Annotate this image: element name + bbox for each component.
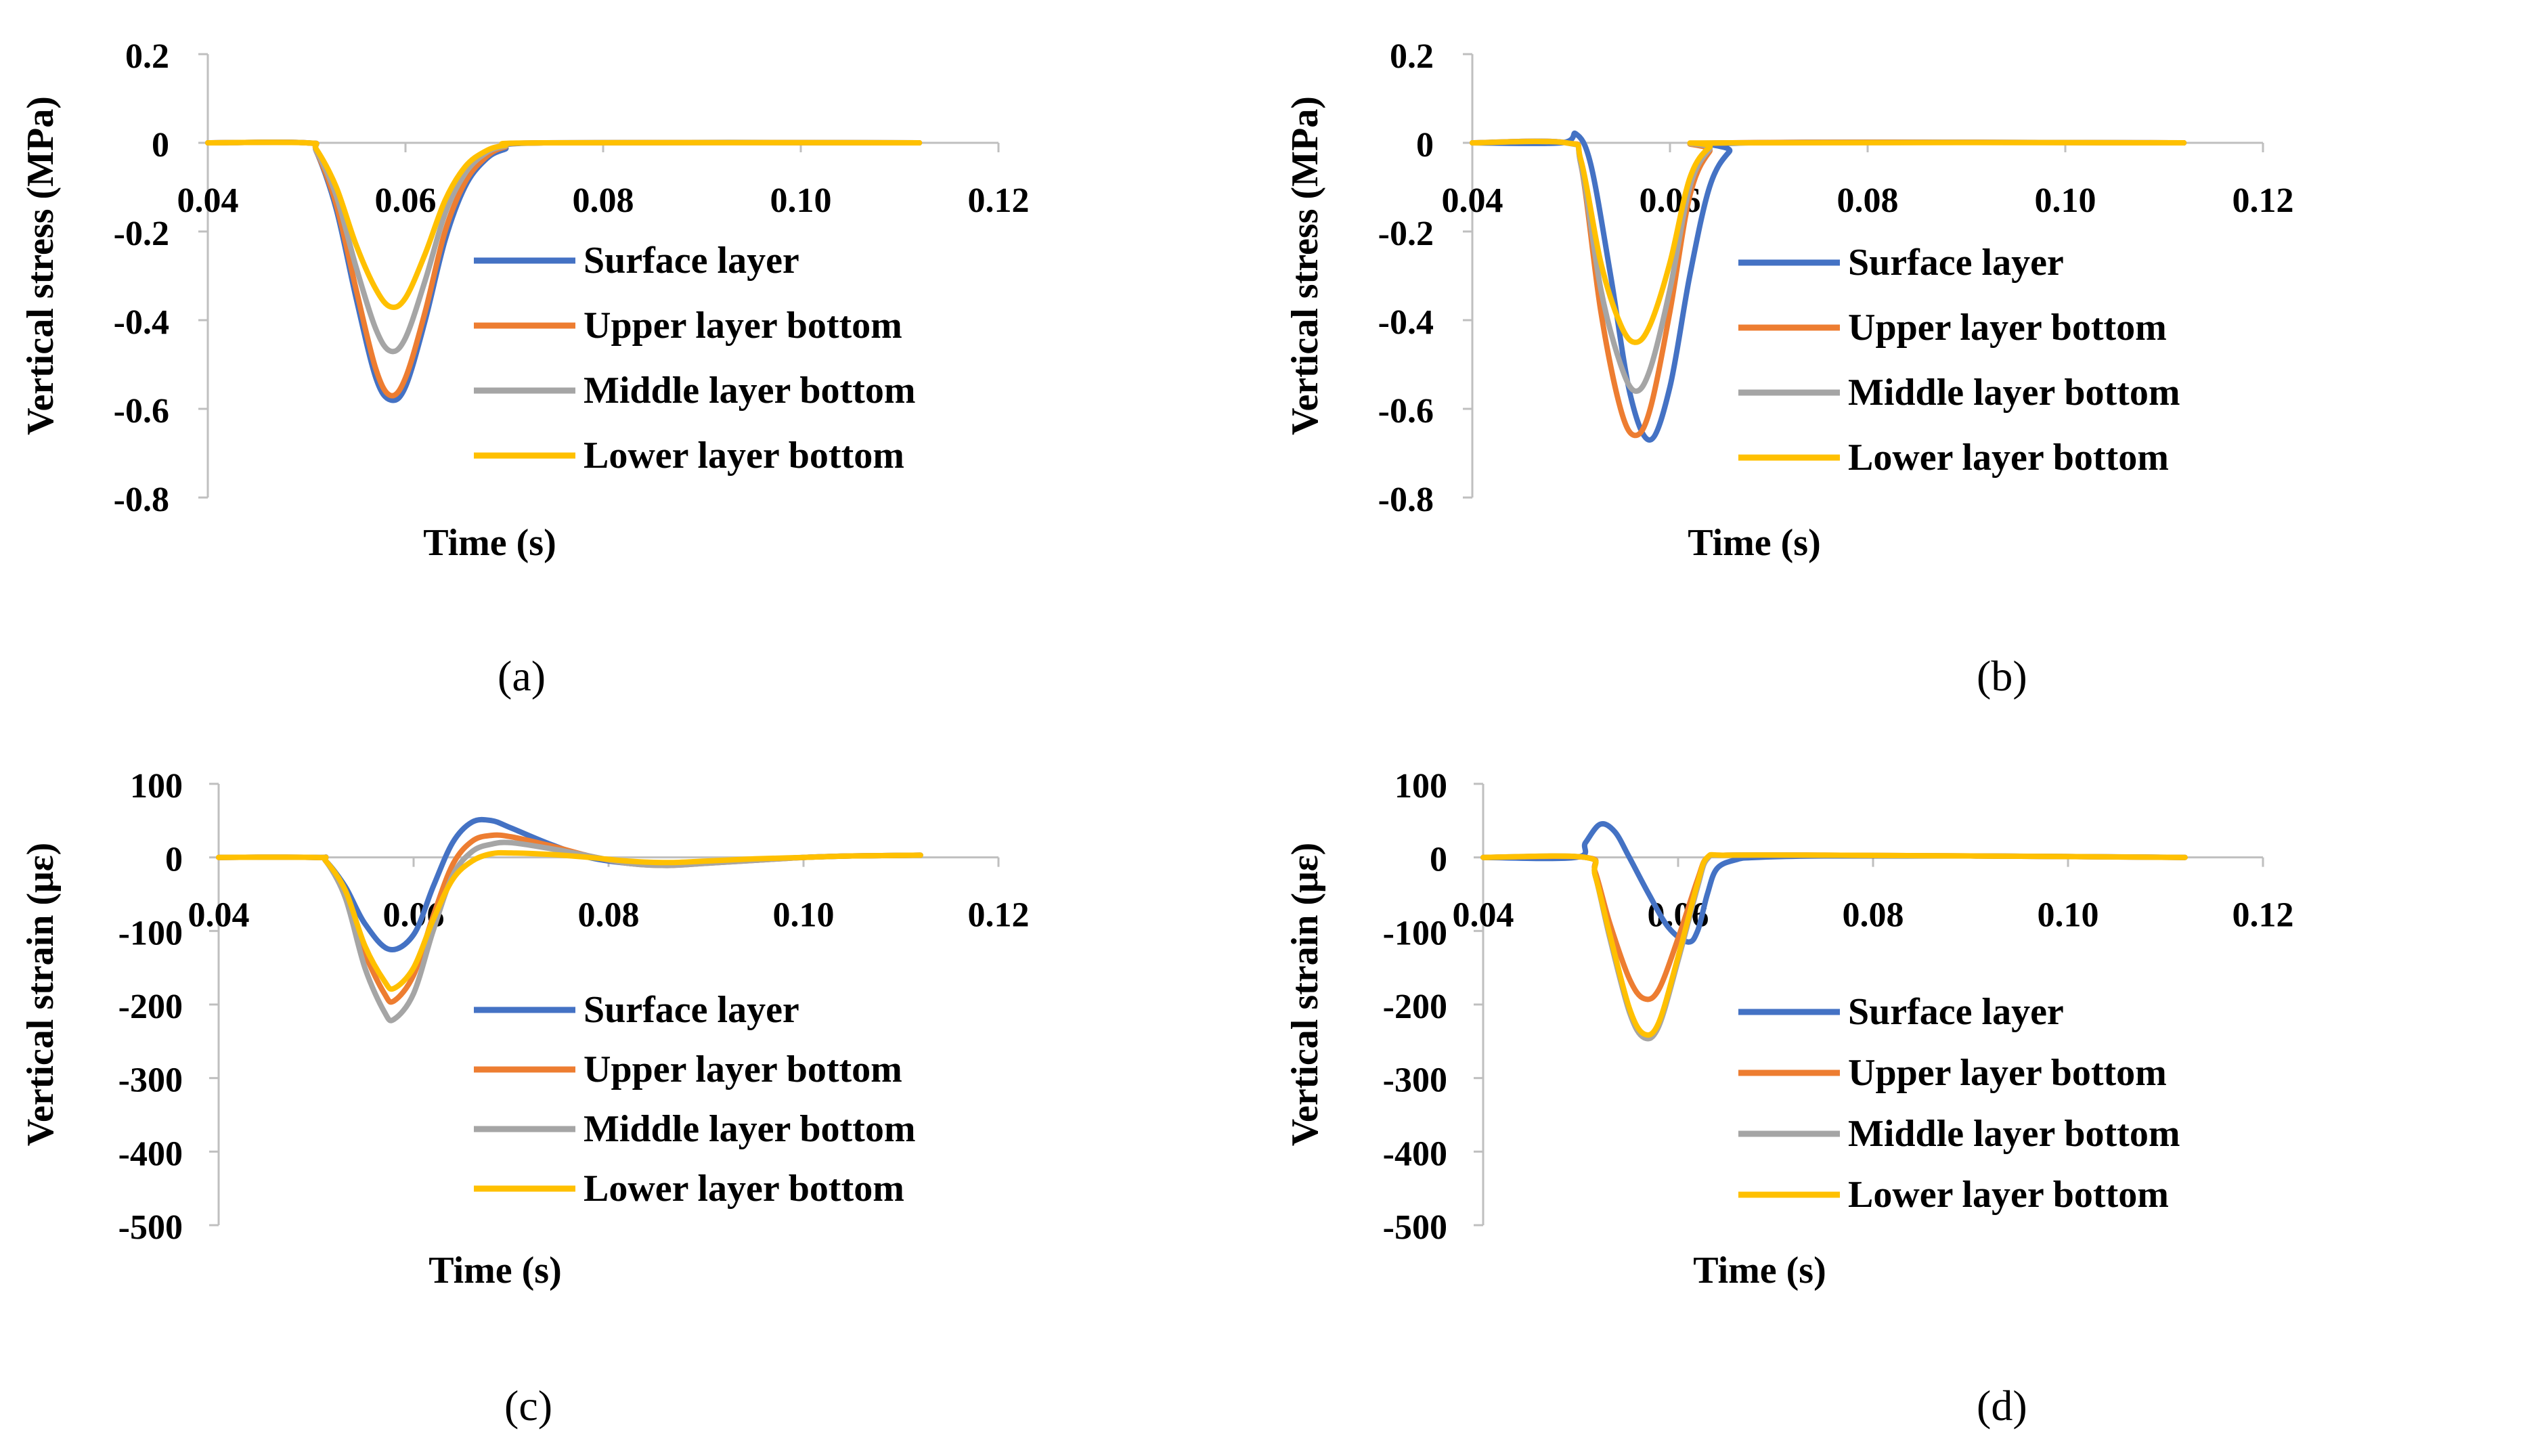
x-tick-label: 0.04 (188, 896, 250, 935)
x-tick-label: 0.04 (1453, 896, 1514, 935)
x-axis-title: Time (s) (428, 1250, 562, 1292)
x-tick-label: 0.10 (773, 896, 835, 935)
y-tick-label: -0.6 (1378, 392, 1434, 431)
legend-label: Lower layer bottom (584, 435, 904, 477)
x-axis-title: Time (s) (1693, 1250, 1826, 1292)
y-tick-label: -400 (1383, 1134, 1447, 1173)
y-tick-label: -100 (118, 914, 183, 952)
panel-label-a: (a) (498, 652, 546, 700)
y-axis-title: Vertical strain (με) (1284, 843, 1326, 1147)
y-tick-label: -0.8 (1378, 481, 1434, 519)
y-tick-label: 0 (1430, 841, 1447, 879)
y-tick-label: -100 (1383, 914, 1447, 952)
series-line-4 (1480, 852, 2188, 1038)
y-tick-label: -300 (1383, 1061, 1447, 1100)
panel-label-c: (c) (504, 1382, 553, 1430)
y-tick-label: -0.4 (114, 303, 169, 342)
x-tick-label: 0.12 (2233, 896, 2294, 935)
series-line-4 (205, 139, 923, 311)
legend-label: Upper layer bottom (584, 1049, 902, 1090)
y-tick-label: -0.6 (114, 392, 169, 431)
x-tick-label: 0.12 (968, 181, 1030, 220)
y-tick-label: 100 (1394, 767, 1447, 806)
legend-label: Surface layer (1848, 991, 2064, 1033)
y-tick-label: -0.2 (114, 215, 169, 253)
series-line-4 (1470, 139, 2187, 345)
y-tick-label: 0 (1416, 126, 1434, 164)
legend-label: Lower layer bottom (1848, 437, 2169, 479)
y-tick-label: 100 (130, 767, 183, 806)
x-tick-label: 0.10 (2038, 896, 2099, 935)
y-tick-label: -400 (118, 1134, 183, 1173)
legend-label: Lower layer bottom (1848, 1174, 2169, 1216)
x-tick-label: 0.10 (770, 181, 832, 220)
y-tick-label: -500 (118, 1208, 183, 1247)
x-tick-label: 0.08 (1837, 181, 1899, 220)
x-axis-title: Time (s) (1688, 522, 1821, 564)
legend-label: Middle layer bottom (584, 1108, 915, 1150)
x-tick-label: 0.04 (177, 181, 239, 220)
x-tick-label: 0.08 (573, 181, 634, 220)
y-tick-label: -0.8 (114, 481, 169, 519)
legend-label: Lower layer bottom (584, 1168, 904, 1210)
x-tick-label: 0.12 (2233, 181, 2294, 220)
legend-label: Upper layer bottom (584, 305, 902, 347)
series-line-2 (205, 139, 923, 399)
legend-label: Middle layer bottom (1848, 372, 2180, 414)
y-tick-label: 0 (165, 841, 183, 879)
x-tick-label: 0.06 (375, 181, 437, 220)
y-tick-label: -200 (118, 988, 183, 1026)
legend-label: Upper layer bottom (1848, 307, 2167, 349)
panel-label-d: (d) (1977, 1382, 2027, 1430)
chart-b: 0.20-0.2-0.4-0.6-0.80.04 0.06 0.08 0.10 0.12… (1284, 37, 2294, 564)
legend-label: Upper layer bottom (1848, 1052, 2167, 1094)
x-tick-label: 0.12 (968, 896, 1030, 935)
y-tick-label: -300 (118, 1061, 183, 1100)
x-tick-label: 0.08 (1843, 896, 1904, 935)
x-tick-label: 0.04 (1442, 181, 1503, 220)
y-tick-label: 0.2 (125, 37, 169, 76)
y-axis-title: Vertical stress (MPa) (20, 96, 62, 435)
x-axis-title: Time (s) (423, 522, 556, 564)
y-tick-label: -500 (1383, 1208, 1447, 1247)
y-tick-label: -0.4 (1378, 303, 1434, 342)
series-line-3 (1470, 138, 2187, 394)
y-tick-label: 0.2 (1390, 37, 1434, 76)
series-line-4 (216, 850, 923, 992)
y-tick-label: -200 (1383, 988, 1447, 1026)
panel-label-b: (b) (1977, 652, 2027, 700)
chart-a: 0.2 0 -0.2 -0.4 -0.6 -0.8 0.04 0.06 0.08 0.10 0.12… (20, 37, 1030, 564)
legend-label: Surface layer (1848, 242, 2064, 284)
legend-label: Middle layer bottom (584, 370, 915, 412)
x-tick-label: 0.10 (2035, 181, 2096, 220)
y-tick-label: 0 (152, 126, 169, 164)
y-tick-label: -0.2 (1378, 215, 1434, 253)
legend-label: Surface layer (584, 989, 799, 1031)
legend-label: Surface layer (584, 240, 799, 282)
y-axis-title: Vertical stress (MPa) (1284, 96, 1326, 435)
x-tick-label: 0.08 (578, 896, 640, 935)
y-axis-title: Vertical strain (με) (20, 843, 62, 1147)
legend-label: Middle layer bottom (1848, 1113, 2180, 1155)
